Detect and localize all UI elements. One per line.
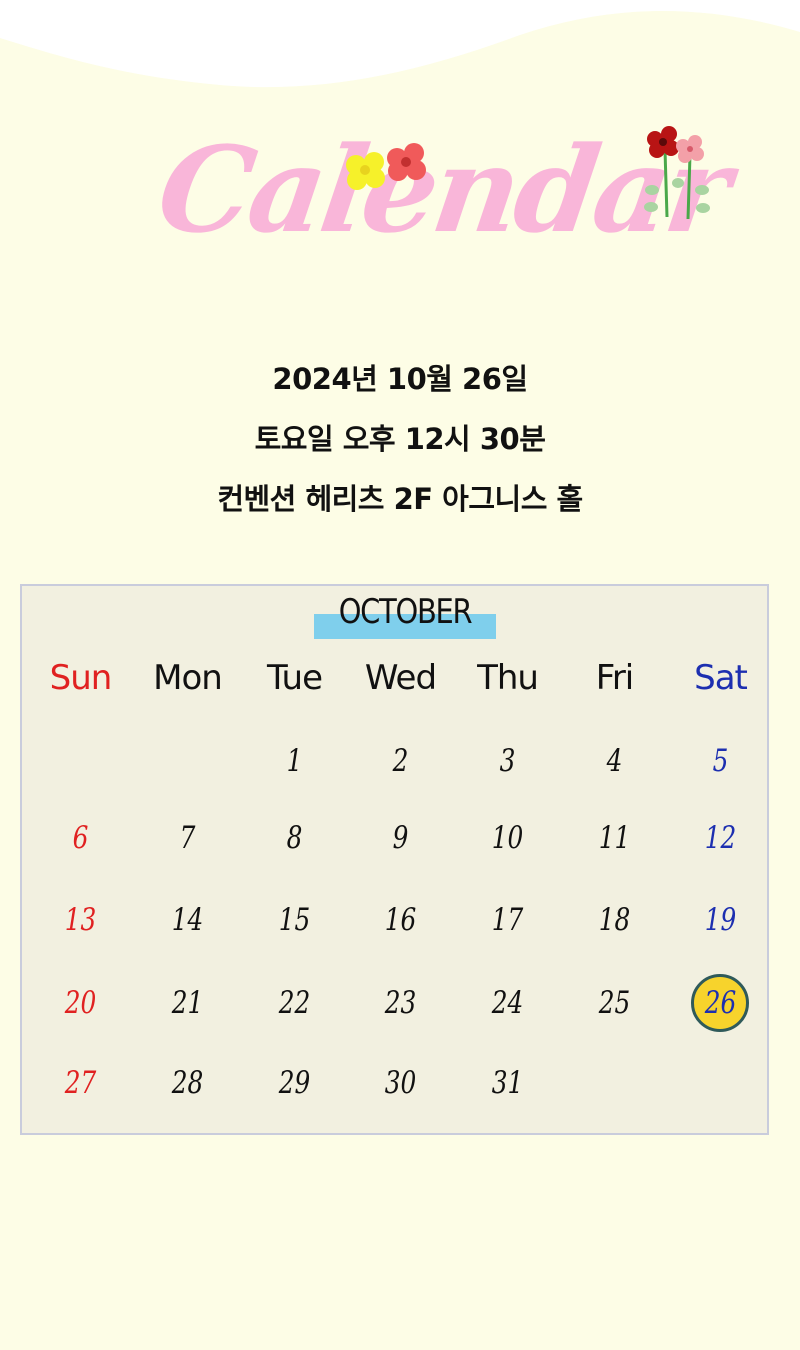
month-highlight [314, 614, 496, 639]
day-cell[interactable]: 30 [384, 1065, 417, 1101]
day-cell[interactable]: 27 [64, 1065, 97, 1101]
event-time: 토요일 오후 12시 30분 [254, 422, 546, 456]
day-cell[interactable]: 20 [64, 985, 97, 1021]
day-cell[interactable]: 17 [491, 902, 524, 938]
day-cell[interactable]: 2 [392, 743, 409, 779]
day-cell[interactable]: 12 [704, 820, 737, 856]
weekday-sat: Sat [694, 658, 748, 698]
day-cell[interactable] [38, 736, 124, 786]
weekday-mon: Mon [153, 658, 223, 698]
yellow-flower-icon [346, 152, 385, 190]
day-grid: 1 2 3 4 5 6 7 8 9 10 11 12 13 14 15 16 1… [22, 586, 767, 1133]
red-flower-icon [387, 143, 426, 181]
weekday-fri: Fri [595, 658, 635, 698]
day-cell[interactable]: 25 [598, 985, 631, 1021]
day-cell[interactable]: 6 [72, 820, 89, 856]
day-cell[interactable]: 14 [171, 902, 204, 938]
day-cell[interactable]: 11 [598, 820, 631, 856]
day-cell[interactable]: 9 [392, 820, 409, 856]
event-venue: 컨벤션 헤리츠 2F 아그니스 홀 [217, 482, 583, 516]
weekday-tue: Tue [266, 658, 323, 698]
day-cell[interactable]: 31 [491, 1065, 524, 1101]
day-cell[interactable]: 16 [384, 902, 417, 938]
day-cell[interactable]: 21 [171, 985, 204, 1021]
weekday-sun: Sun [49, 658, 113, 698]
day-cell[interactable]: 4 [606, 743, 623, 779]
day-cell[interactable] [572, 1058, 658, 1108]
day-cell[interactable]: 7 [179, 820, 196, 856]
title-decoration [346, 126, 710, 220]
day-cell[interactable]: 29 [278, 1065, 311, 1101]
weekday-wed: Wed [364, 658, 437, 698]
event-date: 2024년 10월 26일 [272, 362, 528, 396]
day-cell[interactable]: 15 [278, 902, 311, 938]
day-cell[interactable]: 24 [491, 985, 524, 1021]
day-cell[interactable]: 13 [64, 902, 97, 938]
top-wave [0, 0, 800, 88]
day-cell[interactable]: 18 [598, 902, 631, 938]
event-info: 2024년 10월 26일 토요일 오후 12시 30분 컨벤션 헤리츠 2F … [0, 355, 800, 535]
day-cell[interactable]: 28 [171, 1065, 204, 1101]
day-cell[interactable]: 8 [286, 820, 303, 856]
highlighted-day-circle [691, 974, 749, 1032]
day-cell-highlighted[interactable]: 26 [704, 985, 737, 1021]
day-cell[interactable]: 1 [286, 743, 303, 779]
weekday-header: Sun Mon Tue Wed Thu Fri Sat [22, 658, 767, 708]
day-cell[interactable]: 19 [704, 902, 737, 938]
day-cell[interactable]: 10 [491, 820, 524, 856]
day-cell[interactable] [678, 1058, 764, 1108]
calendar: OCTOBER Sun Mon Tue Wed Thu Fri Sat 1 2 … [20, 584, 769, 1135]
flower-stems-icon [644, 126, 710, 220]
day-cell[interactable]: 5 [712, 743, 729, 779]
day-cell[interactable]: 22 [278, 985, 311, 1021]
day-cell[interactable]: 3 [499, 743, 516, 779]
month-label: OCTOBER [338, 592, 473, 632]
day-cell[interactable] [145, 736, 231, 786]
day-cell[interactable]: 23 [384, 985, 417, 1021]
weekday-thu: Thu [477, 658, 539, 698]
